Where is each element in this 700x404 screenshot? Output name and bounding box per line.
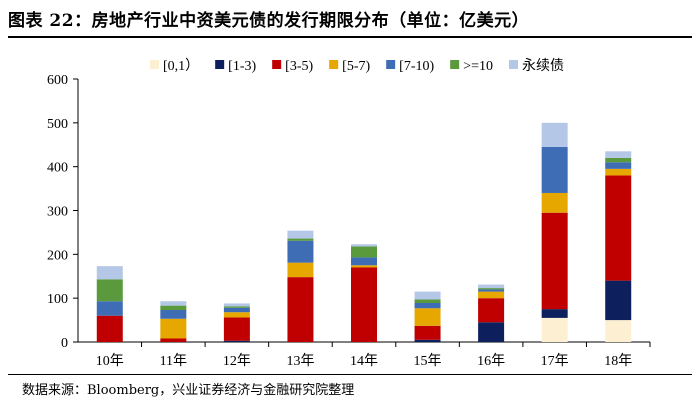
bar-segment-11年-2 — [160, 338, 187, 342]
y-tick-label: 300 — [47, 205, 68, 220]
bar-segment-15年-3 — [414, 308, 441, 326]
legend-swatch — [329, 60, 339, 69]
bar-segment-15年-4 — [414, 302, 441, 309]
bar-segment-17年-6 — [541, 122, 568, 147]
legend-label: [3-5) — [285, 59, 313, 74]
legend-swatch — [150, 60, 159, 69]
y-tick-label: 400 — [47, 161, 68, 176]
bar-segment-17年-4 — [541, 146, 568, 193]
source-note: 数据来源：Bloomberg，兴业证券经济与金融研究院整理 — [22, 383, 355, 398]
legend-label: >=10 — [463, 59, 493, 74]
bar-segment-17年-0 — [541, 317, 568, 342]
bar-segment-13年-5 — [287, 238, 314, 241]
bar-segment-16年-5 — [478, 288, 505, 290]
bar-segment-10年-5 — [96, 279, 123, 302]
bar-segment-16年-3 — [478, 291, 505, 299]
bar-segment-13年-6 — [287, 230, 314, 239]
bar-segment-15年-2 — [414, 325, 441, 340]
y-tick-label: 600 — [47, 73, 68, 88]
x-tick-label: 18年 — [604, 353, 632, 369]
x-tick-label: 14年 — [350, 353, 378, 369]
legend-swatch — [386, 60, 396, 69]
bar-segment-18年-3 — [605, 168, 632, 176]
bar-segment-14年-2 — [351, 267, 377, 342]
x-tick-label: 13年 — [286, 353, 314, 369]
bar-segment-18年-2 — [605, 175, 632, 281]
bar-segment-17年-2 — [541, 212, 568, 310]
bar-segment-18年-4 — [605, 162, 632, 169]
bar-segment-16年-4 — [478, 289, 505, 292]
bar-segment-14年-4 — [351, 257, 377, 266]
bar-segment-11年-6 — [160, 301, 187, 306]
chart-bars — [96, 122, 632, 342]
legend-label: [5-7) — [342, 59, 370, 74]
bar-segment-12年-6 — [223, 303, 250, 307]
bar-segment-11年-5 — [160, 305, 187, 311]
legend-label: [7-10) — [399, 59, 434, 74]
stacked-bar-chart: 10年 11年 12年 13年 14年 15年 16年 17年 18年 0 100 200 300 40… — [47, 57, 651, 369]
y-tick-label: 100 — [47, 292, 68, 307]
bar-segment-12年-3 — [223, 312, 250, 318]
legend-swatch — [215, 60, 225, 69]
x-tick-label: 10年 — [96, 353, 124, 369]
x-tick-label: 16年 — [477, 353, 505, 369]
x-tick-label: 15年 — [414, 353, 442, 369]
legend-label: [1-3) — [228, 59, 256, 74]
bar-segment-15年-6 — [414, 291, 441, 300]
legend-label: [0,1） — [163, 58, 199, 74]
bar-segment-16年-2 — [478, 298, 505, 323]
bar-segment-11年-4 — [160, 310, 187, 319]
bar-segment-13年-2 — [287, 277, 314, 342]
legend-swatch — [272, 60, 282, 69]
bar-segment-16年-1 — [478, 322, 505, 342]
x-tick-label: 12年 — [223, 353, 251, 369]
x-tick-label: 17年 — [541, 353, 569, 369]
bar-segment-15年-1 — [414, 339, 441, 342]
bar-segment-12年-4 — [223, 307, 250, 313]
bar-segment-16年-6 — [478, 284, 505, 289]
bar-segment-18年-0 — [605, 320, 632, 342]
bar-segment-12年-2 — [223, 317, 250, 341]
title-rule — [8, 36, 692, 38]
bar-segment-18年-6 — [605, 151, 632, 158]
y-tick-label: 500 — [47, 117, 68, 132]
bar-segment-12年-5 — [223, 306, 250, 308]
bar-segment-14年-6 — [351, 244, 377, 247]
figure-title: 图表 22：房地产行业中资美元债的发行期限分布（单位：亿美元） — [8, 11, 530, 31]
bar-segment-14年-5 — [351, 246, 377, 258]
x-tick-labels: 10年 11年 12年 13年 14年 15年 16年 17年 18年 — [96, 353, 632, 369]
legend-swatch — [508, 60, 518, 69]
chart-legend: [0,1） [1-3) [3-5) [5-7) [7-10) >=10 永续债 — [150, 57, 564, 74]
bar-segment-10年-2 — [96, 315, 123, 342]
source-rule — [8, 374, 692, 375]
bar-segment-13年-3 — [287, 262, 314, 278]
bar-segment-12年-1 — [223, 340, 250, 342]
bar-segment-18年-1 — [605, 280, 632, 321]
bar-segment-14年-3 — [351, 265, 377, 268]
bar-segment-17年-1 — [541, 309, 568, 318]
bar-segment-15年-5 — [414, 299, 441, 303]
bar-segment-11年-3 — [160, 318, 187, 339]
legend-label: 永续债 — [522, 57, 564, 74]
legend-swatch — [450, 60, 460, 69]
bar-segment-13年-4 — [287, 240, 314, 263]
y-tick-label: 0 — [61, 336, 68, 351]
y-tick-labels: 0 100 200 300 400 500 600 — [47, 73, 68, 351]
y-tick-label: 200 — [47, 248, 68, 263]
bar-segment-17年-3 — [541, 192, 568, 213]
bar-segment-18年-5 — [605, 157, 632, 163]
x-tick-label: 11年 — [160, 353, 187, 369]
bar-segment-10年-6 — [96, 266, 123, 280]
bar-segment-10年-4 — [96, 301, 123, 316]
